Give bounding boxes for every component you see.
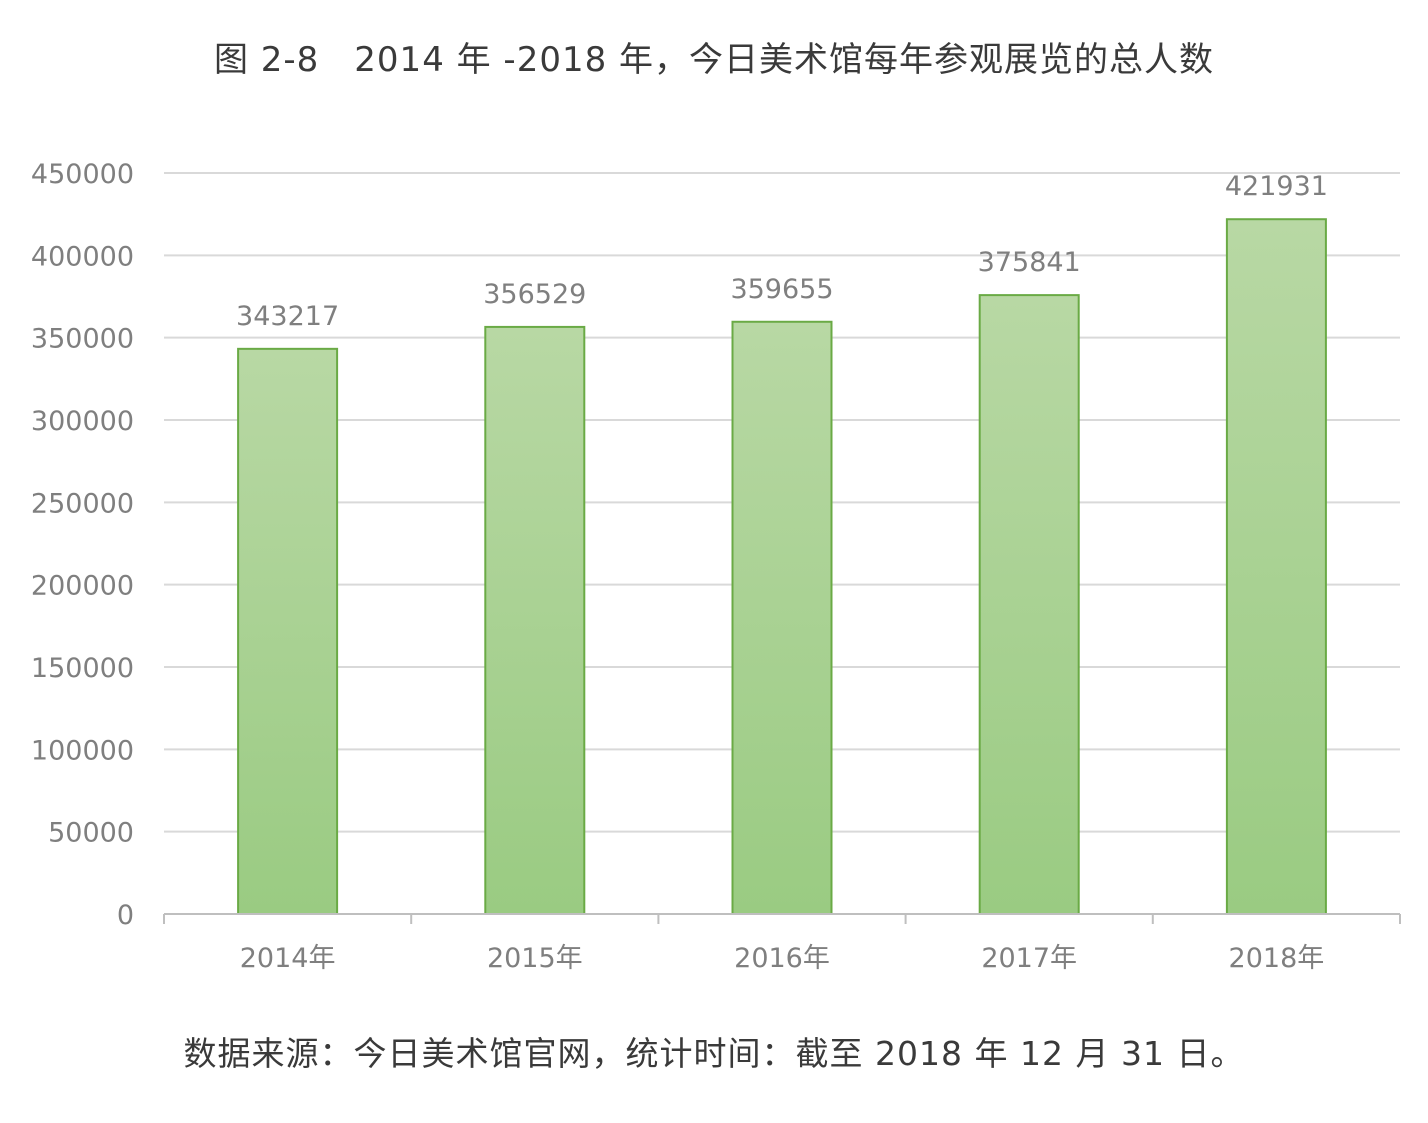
y-tick-label: 250000 <box>31 488 134 519</box>
bar-2014年 <box>237 347 339 915</box>
x-axis <box>163 913 1401 924</box>
bar-2018年 <box>1225 218 1327 916</box>
data-labels: 343217 356529 359655 375841 421931 <box>236 171 1328 332</box>
data-label: 359655 <box>730 274 833 305</box>
x-tick-label: 2014年 <box>240 943 336 974</box>
data-label: 356529 <box>483 279 586 310</box>
bar-2017年 <box>978 294 1080 915</box>
bar-2016年 <box>731 320 833 915</box>
bars <box>237 218 1327 916</box>
y-tick-label: 200000 <box>31 571 134 602</box>
y-tick-label: 50000 <box>48 818 134 849</box>
y-tick-label: 100000 <box>31 735 134 766</box>
chart-title: 图 2-8 2014 年 -2018 年，今日美术馆每年参观展览的总人数 <box>213 40 1215 80</box>
y-axis-ticks: 0 50000 100000 150000 200000 250000 300000 3500… <box>31 159 134 931</box>
x-tick-label: 2015年 <box>487 943 583 974</box>
x-tick-label: 2018年 <box>1229 943 1325 974</box>
y-tick-label: 0 <box>117 900 134 931</box>
source-note: 数据来源：今日美术馆官网，统计时间：截至 2018 年 12 月 31 日。 <box>183 1034 1245 1073</box>
x-tick-label: 2016年 <box>734 943 830 974</box>
y-tick-label: 300000 <box>31 406 134 437</box>
bar-2015年 <box>484 325 586 915</box>
data-label: 421931 <box>1225 171 1328 202</box>
y-tick-label: 150000 <box>31 653 134 684</box>
x-axis-ticks: 2014年 2015年 2016年 2017年 2018年 <box>240 943 1325 974</box>
y-tick-label: 400000 <box>31 241 134 272</box>
y-tick-label: 350000 <box>31 324 134 355</box>
data-label: 375841 <box>978 247 1081 278</box>
x-tick-label: 2017年 <box>981 943 1077 974</box>
y-tick-label: 450000 <box>31 159 134 190</box>
data-label: 343217 <box>236 301 339 332</box>
